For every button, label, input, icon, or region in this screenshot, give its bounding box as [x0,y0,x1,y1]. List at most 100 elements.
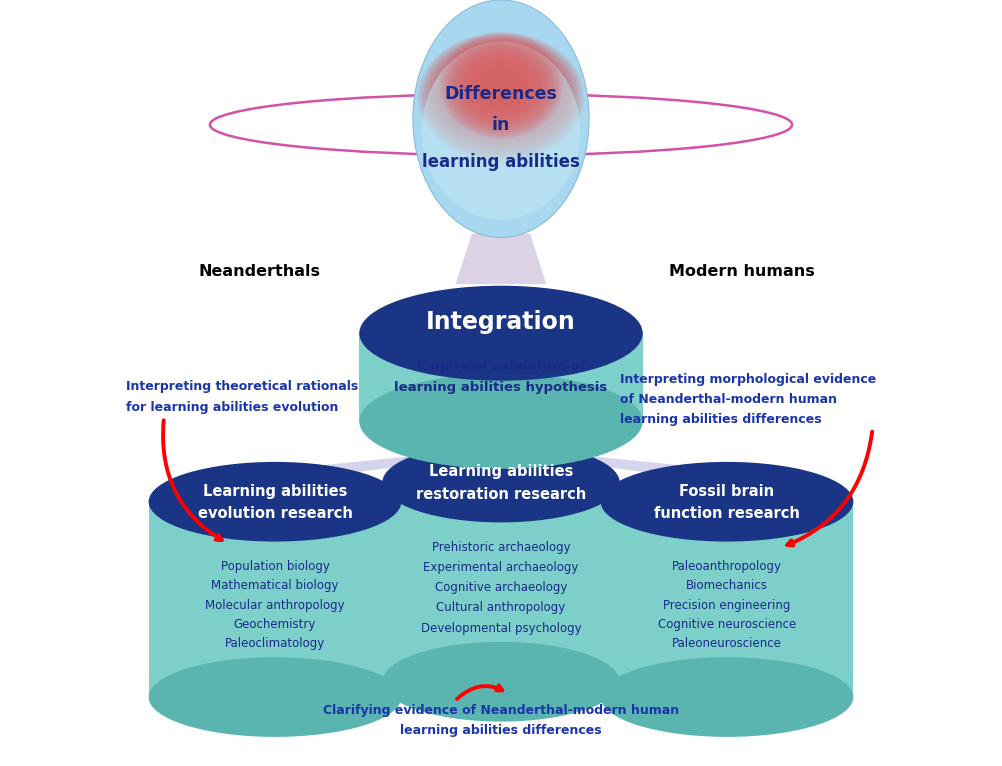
Ellipse shape [453,44,549,127]
Ellipse shape [461,51,541,119]
Ellipse shape [424,36,578,154]
Ellipse shape [457,57,545,109]
Ellipse shape [465,61,537,99]
Text: learning abilities differences: learning abilities differences [400,725,602,737]
Text: Developmental psychology: Developmental psychology [421,621,581,634]
Ellipse shape [431,41,571,144]
Ellipse shape [461,59,541,104]
Text: Paleoneuroscience: Paleoneuroscience [672,637,782,650]
Ellipse shape [463,53,539,118]
Ellipse shape [439,45,563,134]
Ellipse shape [600,657,854,737]
Ellipse shape [148,657,402,737]
Ellipse shape [456,47,546,124]
Text: Modern humans: Modern humans [669,264,816,280]
Text: Experimental archaeology: Experimental archaeology [423,561,579,574]
Ellipse shape [451,42,551,129]
Text: Paleoanthropology: Paleoanthropology [672,560,782,573]
Ellipse shape [439,32,563,139]
Ellipse shape [453,54,549,114]
Ellipse shape [467,57,535,113]
Polygon shape [236,450,526,474]
Text: Learning abilities: Learning abilities [429,464,573,480]
Text: for learning abilities evolution: for learning abilities evolution [125,401,338,414]
Text: Biomechanics: Biomechanics [686,579,768,592]
Ellipse shape [420,34,582,159]
Ellipse shape [440,46,562,133]
Ellipse shape [445,49,557,126]
Text: Paleoclimatology: Paleoclimatology [224,637,326,650]
Ellipse shape [430,40,572,146]
Ellipse shape [422,35,580,156]
Text: learning abilities differences: learning abilities differences [619,413,822,425]
Text: evolution research: evolution research [197,506,353,522]
Ellipse shape [437,44,565,136]
Ellipse shape [600,462,854,542]
Ellipse shape [429,39,573,148]
Ellipse shape [458,57,544,107]
Ellipse shape [421,34,581,158]
Text: Neanderthals: Neanderthals [198,264,321,280]
Ellipse shape [442,47,560,129]
Polygon shape [476,450,766,474]
Polygon shape [455,450,547,455]
Ellipse shape [455,55,547,113]
Ellipse shape [427,38,575,149]
Text: Cognitive neuroscience: Cognitive neuroscience [658,618,797,631]
Ellipse shape [462,60,540,103]
Ellipse shape [443,35,559,136]
Ellipse shape [477,66,525,105]
Ellipse shape [425,37,577,152]
Ellipse shape [432,41,570,142]
Ellipse shape [426,38,576,151]
Text: of Neanderthal-modern human: of Neanderthal-modern human [619,393,837,405]
Ellipse shape [448,40,554,132]
Ellipse shape [446,50,556,124]
Text: learning abilities: learning abilities [422,152,580,171]
Text: Cultural anthropology: Cultural anthropology [437,601,565,614]
Ellipse shape [422,41,580,220]
Ellipse shape [413,0,589,237]
Ellipse shape [360,286,642,381]
Text: Molecular anthropology: Molecular anthropology [205,599,345,611]
Text: Empirical validation of: Empirical validation of [417,360,585,373]
Ellipse shape [466,62,536,97]
Text: Interpreting morphological evidence: Interpreting morphological evidence [619,373,876,385]
Ellipse shape [456,56,546,111]
Text: Clarifying evidence of Neanderthal-modern human: Clarifying evidence of Neanderthal-moder… [323,705,679,717]
Ellipse shape [471,61,531,111]
Ellipse shape [435,43,567,139]
Ellipse shape [447,51,555,123]
Text: Precision engineering: Precision engineering [663,599,791,611]
Ellipse shape [436,44,566,138]
Text: Prehistoric archaeology: Prehistoric archaeology [432,542,570,555]
Ellipse shape [450,52,552,119]
Ellipse shape [383,642,619,722]
Ellipse shape [419,33,583,161]
Ellipse shape [441,47,561,131]
Text: Interpreting theoretical rationals: Interpreting theoretical rationals [125,381,358,393]
Text: Differences: Differences [445,85,557,103]
Text: learning abilities hypothesis: learning abilities hypothesis [395,381,607,394]
Polygon shape [456,234,546,284]
Text: Integration: Integration [426,310,576,335]
Text: Geochemistry: Geochemistry [233,618,317,631]
Ellipse shape [476,64,526,106]
Ellipse shape [441,34,561,137]
Ellipse shape [449,41,553,130]
Text: Cognitive archaeology: Cognitive archaeology [435,581,567,594]
Text: Population biology: Population biology [220,560,330,573]
Ellipse shape [479,67,523,103]
Text: restoration research: restoration research [416,487,586,502]
Ellipse shape [469,59,533,112]
Text: Mathematical biology: Mathematical biology [211,579,339,592]
Ellipse shape [458,48,544,123]
Ellipse shape [454,45,548,126]
Ellipse shape [451,53,551,117]
Ellipse shape [383,443,619,522]
Ellipse shape [463,61,539,100]
Ellipse shape [446,38,556,133]
Text: Learning abilities: Learning abilities [202,483,348,499]
Ellipse shape [459,50,543,121]
Ellipse shape [444,48,558,127]
